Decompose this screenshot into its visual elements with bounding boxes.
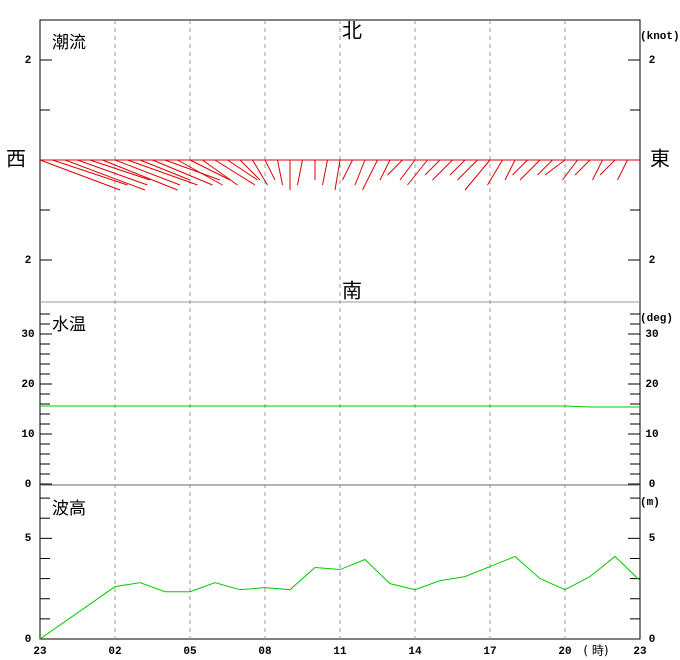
current-vector: [264, 159, 276, 181]
current-vector: [214, 159, 256, 186]
north-label: 北: [342, 19, 362, 43]
y-tick-label: 2: [649, 255, 656, 267]
current-vector: [504, 159, 516, 181]
current-vector: [362, 159, 378, 191]
current-vector: [64, 159, 146, 191]
current-vector: [334, 159, 341, 191]
current-vector: [252, 159, 268, 186]
current-vector: [114, 159, 181, 186]
y-tick-label: 2: [25, 55, 32, 67]
current-vector: [562, 159, 578, 181]
current-vector: [39, 159, 121, 191]
current-vector: [574, 159, 591, 176]
west-label: 西: [6, 147, 26, 171]
current-vector: [449, 159, 466, 176]
current-vector: [227, 159, 258, 181]
x-tick-label: 14: [408, 646, 422, 658]
current-vector: [537, 159, 553, 176]
x-tick-label: 23: [33, 646, 47, 658]
current-vector: [387, 159, 403, 176]
y-tick-label: 0: [649, 634, 656, 646]
x-tick-label: 11: [333, 646, 347, 658]
x-axis-label: ( 時): [583, 644, 608, 658]
east-label: 東: [650, 147, 670, 171]
current-vector: [189, 159, 231, 181]
data-line: [40, 405, 640, 408]
y-tick-label: 0: [649, 479, 656, 491]
current-vector: [239, 159, 261, 181]
y-tick-label: 2: [649, 55, 656, 67]
current-vector: [354, 159, 366, 186]
x-tick-label: 08: [258, 646, 272, 658]
panel-title: 水温: [52, 315, 86, 335]
unit-label: (knot): [640, 31, 680, 43]
current-vector: [297, 159, 303, 186]
current-vector: [519, 159, 541, 181]
south-label: 南: [342, 279, 362, 303]
x-tick-label: 23: [633, 646, 647, 658]
current-vector: [342, 159, 353, 181]
current-vector: [102, 159, 178, 191]
y-tick-label: 30: [645, 329, 658, 341]
current-vector: [277, 159, 283, 186]
current-vector: [487, 159, 503, 186]
panel-title: 潮流: [52, 33, 86, 53]
current-vector: [77, 159, 148, 186]
current-vector: [544, 159, 566, 176]
y-tick-label: 0: [25, 634, 32, 646]
y-tick-label: 10: [645, 429, 658, 441]
current-vector: [152, 159, 213, 186]
current-vector: [177, 159, 223, 186]
y-tick-label: 20: [21, 379, 34, 391]
current-vector: [512, 159, 528, 176]
current-vector: [164, 159, 221, 181]
x-tick-label: 17: [483, 646, 496, 658]
y-tick-label: 20: [645, 379, 658, 391]
y-tick-label: 30: [21, 329, 34, 341]
current-vector: [202, 159, 238, 186]
current-vector: [407, 159, 428, 186]
unit-label: (deg): [640, 313, 673, 325]
unit-label: (m): [640, 497, 660, 509]
current-vector: [52, 159, 128, 186]
panel-title: 波高: [52, 499, 86, 519]
current-vector: [89, 159, 151, 181]
current-vector: [464, 159, 491, 191]
current-vector: [379, 159, 391, 181]
data-line: [39, 555, 641, 640]
y-tick-label: 0: [25, 479, 32, 491]
current-vector: [139, 159, 191, 181]
x-tick-label: 20: [558, 646, 571, 658]
frame: [39, 19, 641, 640]
x-tick-label: 02: [108, 646, 121, 658]
current-vector: [617, 159, 628, 181]
current-vector: [322, 159, 328, 186]
current-vector: [432, 159, 453, 181]
current-vector: [424, 159, 441, 176]
current-vector: [399, 159, 416, 181]
current-vector: [457, 159, 478, 181]
y-tick-label: 2: [25, 255, 32, 267]
current-vector: [599, 159, 616, 176]
current-vector: [592, 159, 603, 181]
y-tick-label: 10: [21, 429, 34, 441]
y-tick-label: 5: [649, 533, 656, 545]
current-vector: [127, 159, 198, 186]
y-tick-label: 5: [25, 533, 32, 545]
x-tick-label: 05: [183, 646, 197, 658]
